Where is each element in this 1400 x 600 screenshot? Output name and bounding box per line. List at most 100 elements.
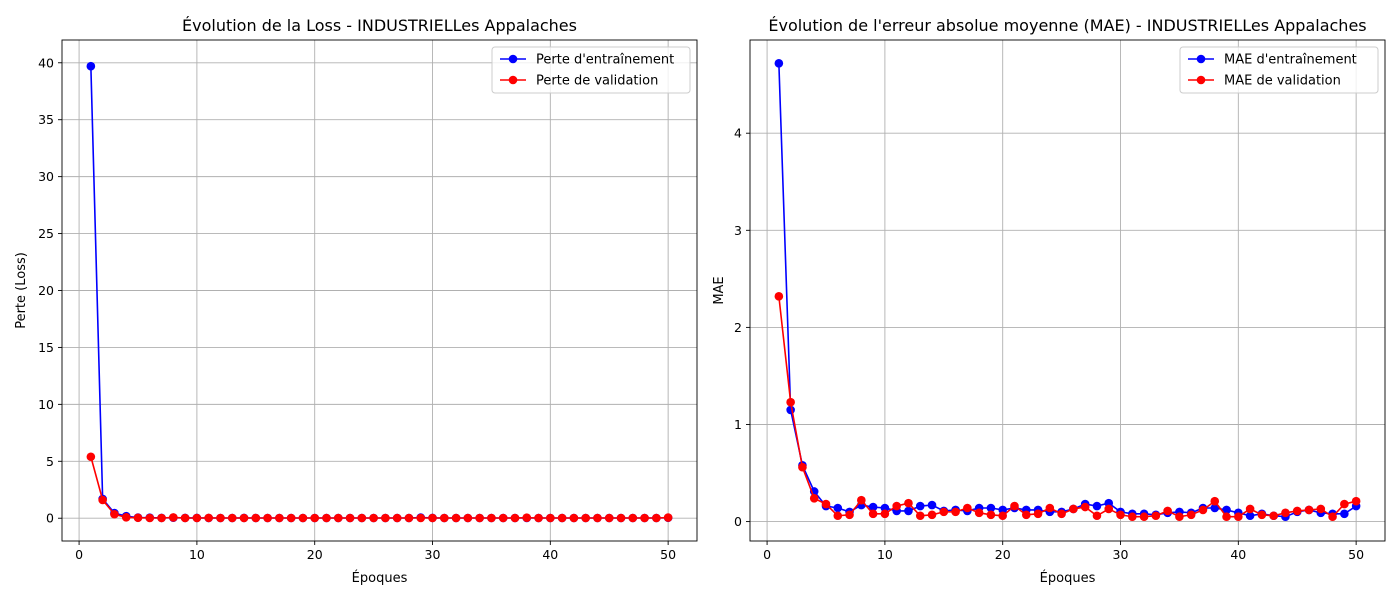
data-point [798, 462, 807, 472]
x-axis-label: Époques [1040, 570, 1096, 586]
data-point [110, 509, 119, 519]
data-point [298, 513, 308, 523]
data-point [915, 511, 925, 521]
data-point [1021, 510, 1031, 520]
series-line [778, 296, 1357, 518]
data-point [121, 513, 131, 522]
plot-frame [749, 39, 1386, 542]
data-point [927, 500, 937, 510]
data-point [809, 493, 819, 503]
x-tick-label: 10 [189, 547, 205, 562]
legend-box [491, 46, 691, 94]
data-point [1186, 510, 1196, 520]
data-point [1045, 503, 1055, 513]
data-point [880, 509, 890, 519]
plot-frame [61, 39, 698, 542]
data-point [569, 513, 579, 523]
legend-marker [1196, 54, 1206, 64]
data-point [428, 513, 437, 523]
legend: MAE d'entraînement MAE de validation [1179, 46, 1379, 94]
x-tick-label: 50 [660, 547, 676, 562]
data-point [1245, 511, 1255, 521]
data-point [392, 513, 402, 523]
y-tick-label: 10 [38, 397, 54, 412]
chart-title: Évolution de la Loss - INDUSTRIELLes App… [182, 16, 577, 35]
legend-marker [508, 54, 518, 64]
data-point [157, 513, 166, 523]
data-point [416, 513, 426, 523]
data-point [1057, 509, 1066, 519]
data-point [216, 513, 225, 523]
data-point [1304, 505, 1314, 515]
data-point [604, 513, 614, 523]
data-point [774, 292, 784, 301]
data-point [1351, 496, 1361, 506]
y-tick-label: 2 [734, 320, 742, 335]
data-point [1069, 504, 1078, 514]
data-point [498, 513, 508, 523]
data-point [510, 513, 520, 523]
data-point [1340, 509, 1349, 519]
y-tick-label: 0 [734, 514, 742, 529]
legend-entry: Perte d'entraînement [536, 53, 674, 68]
data-point [1210, 503, 1220, 513]
x-tick-label: 30 [425, 547, 441, 562]
data-point [1328, 512, 1337, 522]
data-point [251, 513, 261, 523]
data-point [927, 510, 937, 520]
x-tick-label: 40 [1230, 547, 1246, 562]
data-point [1092, 511, 1102, 521]
data-point [86, 452, 96, 462]
data-point [86, 61, 96, 71]
loss-chart: 0 10 20 30 40 50 0 5 10 15 20 25 30 35 40 Évolution de … [14, 16, 698, 586]
legend-box [1179, 46, 1379, 94]
y-tick-label: 5 [46, 454, 54, 469]
data-point [1010, 501, 1019, 511]
data-point [1316, 504, 1326, 514]
y-tick-label: 30 [38, 169, 54, 184]
data-point [381, 513, 390, 523]
mae-chart: 0 10 20 30 40 50 0 1 2 3 4 Évolution de l'erreur ab… [712, 16, 1386, 586]
data-point [404, 513, 414, 523]
x-tick-label: 0 [763, 547, 771, 562]
data-point [192, 513, 202, 523]
data-point [663, 513, 673, 522]
data-point [963, 503, 972, 513]
data-point [581, 513, 590, 523]
data-point [1080, 502, 1090, 512]
data-point [652, 513, 661, 523]
data-point [904, 506, 913, 516]
data-point [951, 507, 960, 517]
data-point [357, 513, 367, 523]
legend-entry: Perte de validation [536, 74, 658, 89]
series-1 [86, 452, 673, 523]
data-point [451, 513, 461, 523]
series-0 [774, 59, 1361, 522]
y-tick-label: 1 [734, 417, 742, 432]
data-point [1175, 512, 1184, 522]
data-point [1116, 510, 1125, 520]
chart-title: Évolution de l'erreur absolue moyenne (M… [768, 16, 1366, 35]
x-tick-label: 20 [307, 547, 323, 562]
data-point [616, 513, 626, 523]
data-point [1245, 504, 1255, 514]
data-point [534, 513, 543, 523]
data-point [845, 510, 854, 520]
series-0 [86, 61, 673, 523]
y-tick-label: 3 [734, 223, 742, 238]
data-point [1234, 512, 1243, 522]
data-point [286, 513, 296, 523]
data-point [1292, 506, 1302, 516]
legend-marker [508, 75, 518, 85]
data-point [1222, 512, 1231, 522]
series-line [90, 456, 669, 519]
y-tick-label: 15 [38, 340, 54, 355]
y-tick-label: 40 [38, 55, 54, 70]
data-point [939, 507, 949, 517]
data-point [1139, 512, 1149, 522]
data-point [1128, 512, 1137, 522]
data-point [522, 513, 532, 522]
data-point [868, 502, 878, 512]
data-point [463, 513, 473, 523]
